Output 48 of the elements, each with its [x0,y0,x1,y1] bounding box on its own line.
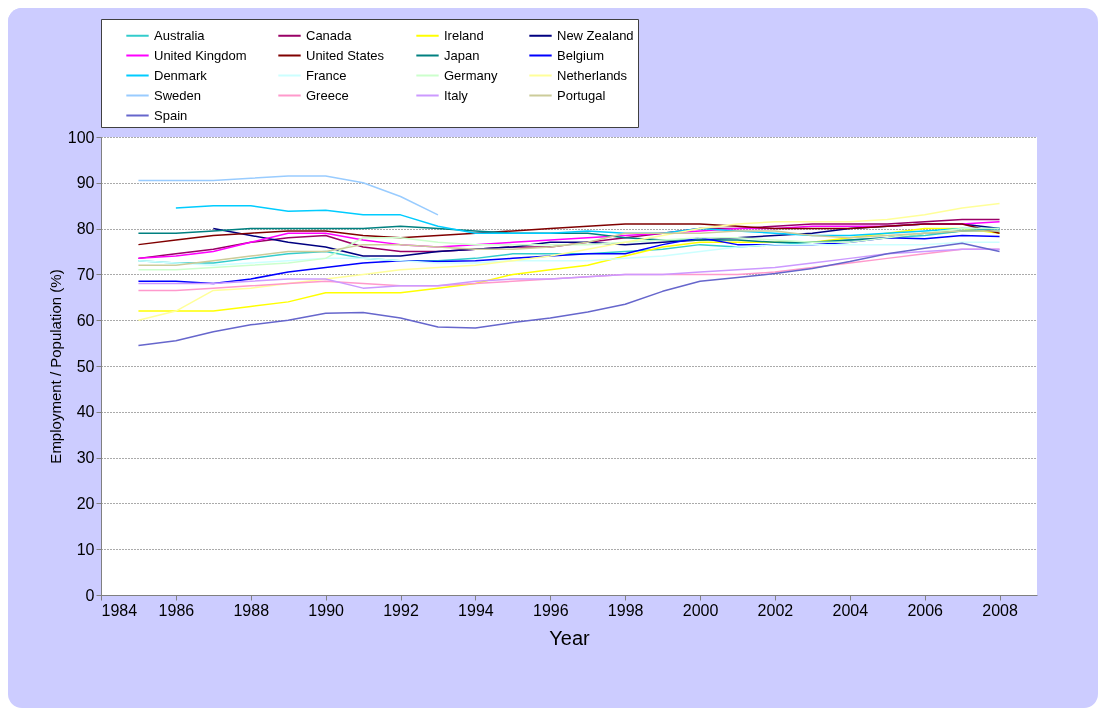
legend-label: Greece [306,87,349,103]
x-tick-label: 1998 [607,601,644,619]
y-tick-label: 20 [76,494,95,512]
y-axis-title: Employment / Population (%) [46,269,64,464]
y-tick-label: 10 [76,540,95,558]
x-tick-label: 2002 [757,601,794,619]
legend-label: New Zealand [557,27,634,43]
x-tick-label: 1990 [308,601,345,619]
x-tick-label: 2004 [832,601,869,619]
x-axis-title: Year [549,626,591,649]
y-tick-label: 100 [67,128,95,146]
legend-label: Ireland [444,27,484,43]
x-tick-label: 2006 [907,601,944,619]
legend-label: France [306,67,347,83]
line-series [137,241,1001,266]
y-tick-label: 70 [76,265,95,283]
y-tick-label: 0 [85,586,95,604]
y-tick-label: 60 [76,311,95,329]
x-tick-label: 1984 [101,601,138,619]
x-tick-label: 1992 [383,601,419,619]
legend-label: Denmark [154,67,208,83]
legend-label: United States [306,47,385,63]
x-tick-label: 1988 [233,601,270,619]
legend-label: Sweden [154,87,201,103]
legend-label: Italy [444,87,469,103]
x-tick-label: 2008 [982,601,1018,619]
legend-label: Portugal [557,87,606,103]
legend-label: Germany [444,67,498,83]
line-series [137,175,439,216]
y-tick-label: 50 [76,357,95,375]
y-tick-label: 30 [76,449,95,467]
y-tick-label: 90 [76,174,95,192]
y-tick-label: 80 [76,220,95,238]
legend-label: Australia [154,27,206,43]
x-tick-label: 1996 [532,601,569,619]
x-tick-label: 1986 [158,601,195,619]
line-series [137,202,1001,321]
legend-label: United Kingdom [154,47,247,63]
line-series [137,227,1001,312]
x-tick-label: 1994 [458,601,494,619]
line-series [137,242,1001,347]
legend-label: Belgium [557,47,604,63]
legend-label: Canada [306,27,353,43]
y-tick-label: 40 [76,403,95,421]
legend-label: Japan [444,47,480,63]
legend-label: Netherlands [557,67,628,83]
x-tick-label: 2000 [682,601,719,619]
legend-label: Spain [154,107,188,123]
